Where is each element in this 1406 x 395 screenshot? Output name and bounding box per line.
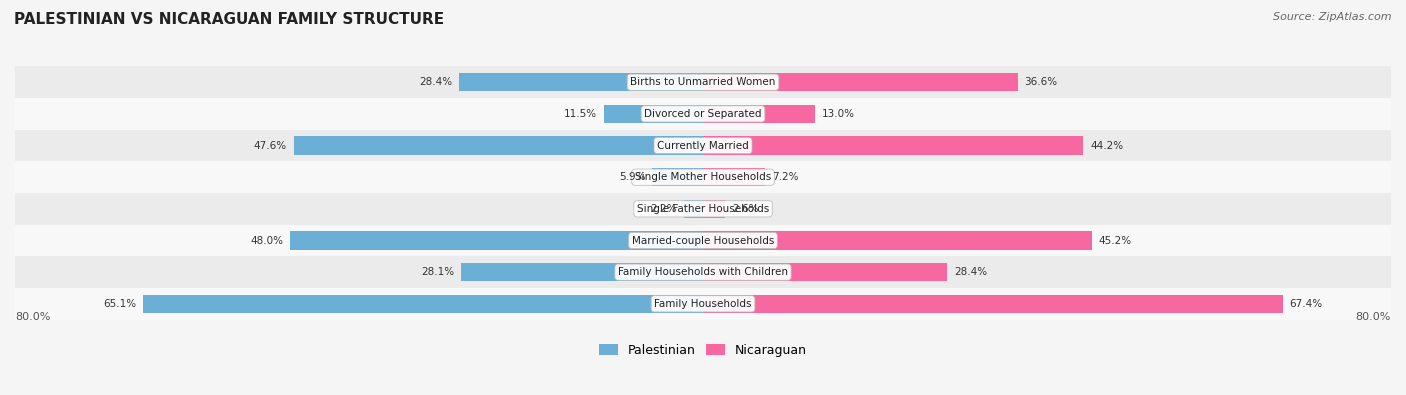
Text: Divorced or Separated: Divorced or Separated [644, 109, 762, 119]
Bar [652, 168, 703, 186]
Text: 28.4%: 28.4% [419, 77, 451, 87]
Bar [15, 288, 1391, 320]
Text: Married-couple Households: Married-couple Households [631, 235, 775, 246]
Legend: Palestinian, Nicaraguan: Palestinian, Nicaraguan [595, 339, 811, 362]
Bar [703, 136, 1083, 155]
Text: 28.1%: 28.1% [422, 267, 454, 277]
Text: Currently Married: Currently Married [657, 141, 749, 150]
Text: Single Mother Households: Single Mother Households [636, 172, 770, 182]
Text: Single Father Households: Single Father Households [637, 204, 769, 214]
Bar [703, 295, 1282, 313]
Bar [15, 130, 1391, 161]
Text: 45.2%: 45.2% [1098, 235, 1132, 246]
Bar [703, 263, 948, 281]
Bar [703, 168, 765, 186]
Text: 5.9%: 5.9% [619, 172, 645, 182]
Bar [461, 263, 703, 281]
Text: 80.0%: 80.0% [15, 312, 51, 322]
Bar [703, 73, 1018, 91]
Text: Source: ZipAtlas.com: Source: ZipAtlas.com [1274, 12, 1392, 22]
Text: Births to Unmarried Women: Births to Unmarried Women [630, 77, 776, 87]
Bar [458, 73, 703, 91]
Text: 36.6%: 36.6% [1025, 77, 1057, 87]
Text: 28.4%: 28.4% [955, 267, 987, 277]
Text: 13.0%: 13.0% [821, 109, 855, 119]
Text: 2.6%: 2.6% [733, 204, 759, 214]
Text: 67.4%: 67.4% [1289, 299, 1323, 309]
Text: 47.6%: 47.6% [253, 141, 287, 150]
Bar [15, 225, 1391, 256]
Text: Family Households with Children: Family Households with Children [619, 267, 787, 277]
Text: 11.5%: 11.5% [564, 109, 598, 119]
Bar [685, 199, 703, 218]
Bar [703, 199, 725, 218]
Text: 44.2%: 44.2% [1090, 141, 1123, 150]
Bar [703, 231, 1091, 250]
Bar [294, 136, 703, 155]
Text: 48.0%: 48.0% [250, 235, 284, 246]
Text: 65.1%: 65.1% [103, 299, 136, 309]
Text: Family Households: Family Households [654, 299, 752, 309]
Bar [143, 295, 703, 313]
Bar [15, 98, 1391, 130]
Bar [703, 105, 815, 123]
Bar [15, 66, 1391, 98]
Bar [15, 193, 1391, 225]
Text: PALESTINIAN VS NICARAGUAN FAMILY STRUCTURE: PALESTINIAN VS NICARAGUAN FAMILY STRUCTU… [14, 12, 444, 27]
Bar [605, 105, 703, 123]
Bar [15, 161, 1391, 193]
Bar [290, 231, 703, 250]
Text: 2.2%: 2.2% [651, 204, 678, 214]
Bar [15, 256, 1391, 288]
Text: 80.0%: 80.0% [1355, 312, 1391, 322]
Text: 7.2%: 7.2% [772, 172, 799, 182]
